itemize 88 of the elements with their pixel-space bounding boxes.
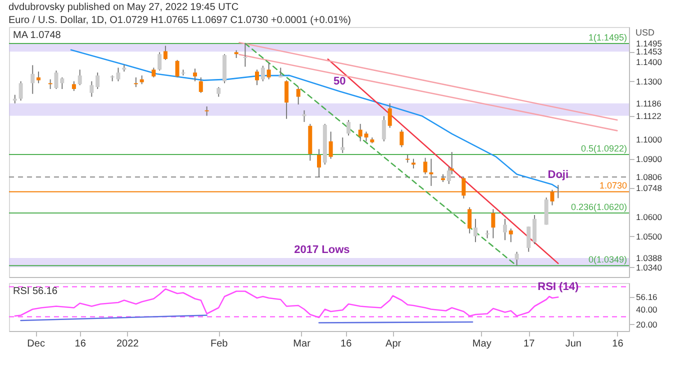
- annotation: Doji: [548, 168, 569, 181]
- candlestick: [198, 76, 203, 94]
- candlestick: [532, 214, 537, 245]
- candlestick: [96, 72, 100, 90]
- ref-line-label: 1.0730: [599, 180, 627, 191]
- y-tick-label: 1.0500: [636, 231, 662, 242]
- candlestick: [60, 76, 64, 90]
- x-tick-label: 17: [524, 338, 536, 350]
- candlestick: [514, 251, 519, 266]
- x-tick-label: Mar: [293, 338, 312, 350]
- candlestick: [36, 71, 41, 84]
- candlestick: [296, 86, 300, 106]
- y-tick-label: 1.0388: [636, 253, 662, 264]
- annotation: RSI (14): [538, 281, 579, 294]
- candlestick: [90, 80, 94, 98]
- y-tick-label: 56.16: [636, 292, 658, 302]
- candlestick: [163, 45, 168, 60]
- candlestick: [48, 78, 52, 90]
- y-tick-label: 1.0806: [636, 172, 662, 182]
- candlestick: [302, 110, 306, 122]
- x-tick-label: 16: [74, 338, 86, 350]
- candlestick: [317, 148, 321, 178]
- annotation: MA 1.0748: [13, 30, 62, 41]
- candlestick: [204, 106, 209, 116]
- x-tick-label: 16: [612, 338, 624, 350]
- candlestick: [346, 120, 351, 136]
- y-tick-label: 1.1300: [636, 76, 662, 86]
- chart-subtitle: Euro / U.S. Dollar, 1D, O1.0729 H1.0765 L1.0697 C1.0730 +0.0001 (+0.01%): [8, 15, 351, 26]
- candlestick: [328, 131, 333, 160]
- candlestick: [491, 208, 496, 239]
- candlestick: [30, 64, 35, 94]
- x-tick-label: Jun: [565, 338, 582, 350]
- candlestick: [278, 67, 283, 78]
- candlestick: [175, 59, 180, 78]
- candlestick: [340, 136, 345, 154]
- candlestick: [400, 129, 404, 148]
- annotation: 50: [334, 75, 346, 88]
- x-tick-label: Feb: [210, 338, 228, 350]
- candlestick: [54, 70, 58, 90]
- candlestick: [158, 52, 162, 72]
- y-tick-label: 1.1186: [636, 98, 662, 108]
- candlestick: [503, 218, 507, 241]
- candlestick: [243, 42, 248, 68]
- candlestick: [18, 80, 23, 102]
- candlestick: [284, 80, 289, 120]
- candlestick: [152, 67, 156, 78]
- ref-line-label: 0.236(1.0620): [570, 202, 627, 212]
- candlestick: [382, 116, 386, 142]
- x-tick-label: 16: [340, 338, 352, 350]
- candlestick: [216, 86, 221, 98]
- candlestick: [388, 102, 392, 128]
- candlestick: [134, 76, 138, 88]
- y-tick-label: 1.1400: [636, 56, 662, 67]
- annotation: RSI 56.16: [13, 286, 58, 297]
- candlestick: [78, 69, 82, 86]
- candlestick: [260, 65, 265, 82]
- y-tick-label: 1.0748: [636, 183, 662, 194]
- annotation: 2017 Lows: [294, 244, 350, 256]
- candlestick: [72, 80, 76, 92]
- y-tick-label: 1.0600: [636, 212, 662, 222]
- ref-line-label: 1(1.1495): [588, 32, 627, 42]
- x-tick-label: May: [472, 338, 492, 350]
- candlestick: [473, 218, 478, 243]
- x-tick-label: Dec: [27, 338, 45, 350]
- candlestick: [255, 69, 259, 86]
- candlestick: [423, 157, 428, 175]
- candlestick: [526, 226, 531, 252]
- candlestick: [193, 68, 197, 82]
- candlestick: [411, 158, 416, 169]
- candlestick: [468, 206, 472, 234]
- candlestick: [508, 228, 513, 243]
- x-tick-label: Apr: [386, 338, 402, 350]
- ref-line-label: 0(1.0349): [588, 254, 627, 265]
- candlestick: [556, 184, 560, 199]
- chart-title: dvdubrovsky published on May 27, 2022 19:45 UTC: [8, 2, 239, 13]
- x-tick-label: 2022: [116, 338, 140, 350]
- candlestick: [429, 158, 434, 186]
- y-tick-label: 1.0900: [636, 154, 662, 164]
- y-tick-label: 1.1453: [636, 46, 662, 57]
- y-axis-title: USD: [636, 28, 655, 38]
- y-tick-label: 1.1122: [636, 110, 662, 121]
- ref-line-label: 0.5(1.0922): [580, 144, 627, 154]
- y-tick-label: 40.00: [636, 304, 658, 314]
- candlestick: [266, 62, 271, 80]
- y-tick-label: 1.0340: [636, 262, 662, 272]
- y-tick-label: 1.1000: [636, 134, 662, 144]
- y-tick-label: 20.00: [636, 319, 658, 330]
- y-tick-label: 1.1495: [636, 38, 662, 48]
